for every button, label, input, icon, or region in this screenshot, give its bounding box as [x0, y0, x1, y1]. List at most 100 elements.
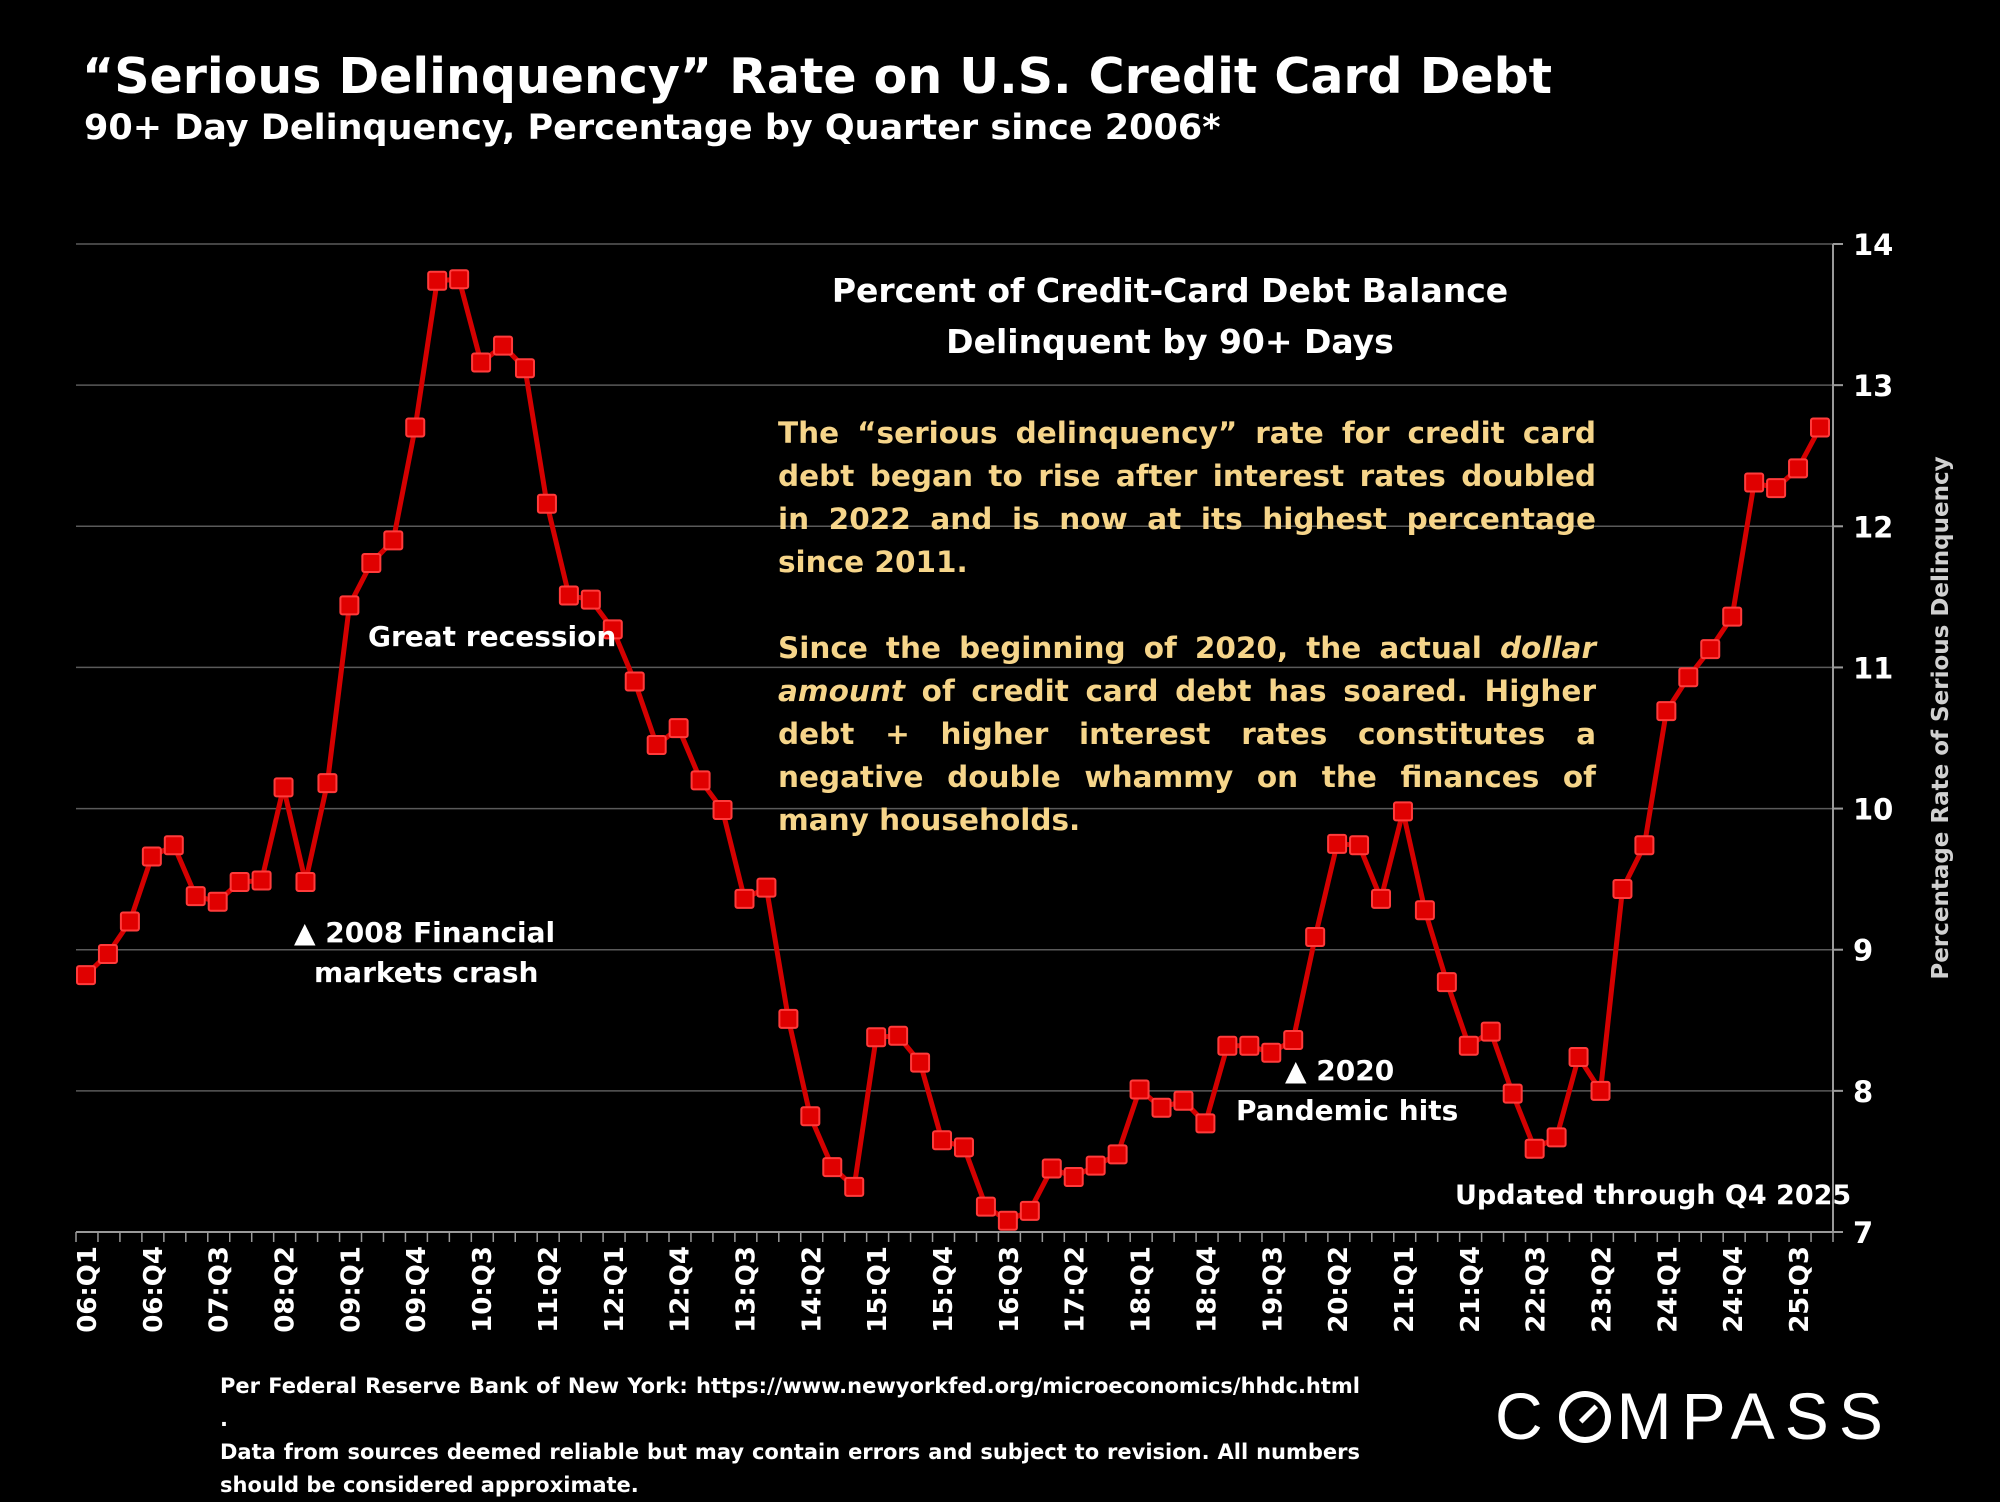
data-point-23:Q2 — [1590, 1080, 1611, 1101]
data-point-11:Q3 — [558, 585, 579, 606]
data-point-06:Q4 — [141, 846, 162, 867]
data-point-07:Q1 — [163, 835, 184, 856]
data-point-17:Q3 — [1085, 1155, 1106, 1176]
data-point-17:Q1 — [1041, 1158, 1062, 1179]
y-tick-label-11: 11 — [1853, 651, 1893, 685]
data-point-09:Q3 — [383, 530, 404, 551]
x-tick-label: 15:Q1 — [863, 1246, 893, 1333]
y-axis-label: Percentage Rate of Serious Delinquency — [1928, 456, 1954, 979]
x-tick-label: 17:Q2 — [1061, 1246, 1091, 1333]
info-box-title: Percent of Credit-Card Debt Balance Deli… — [760, 265, 1580, 367]
x-tick-label: 06:Q1 — [73, 1246, 103, 1333]
data-point-12:Q3 — [646, 735, 667, 756]
data-point-06:Q2 — [97, 943, 118, 964]
data-point-21:Q1 — [1392, 801, 1413, 822]
data-point-12:Q4 — [668, 718, 689, 739]
para2-before: Since the beginning of 2020, the actual — [778, 631, 1500, 665]
logo-text-end: MPASS — [1616, 1379, 1893, 1453]
info-box-paragraph-1: The “serious delinquency” rate for credi… — [778, 416, 1596, 579]
para2-after: of credit card debt has soared. Higher d… — [778, 674, 1596, 837]
axes: 7 8 9 10 11 12 13 14 06:Q1 06:Q4 07:Q3 08:Q2 09:Q1 09… — [73, 228, 1893, 1333]
data-point-12:Q1 — [602, 619, 623, 640]
data-point-12:Q2 — [624, 671, 645, 692]
data-point-24:Q4 — [1722, 606, 1743, 627]
annotation-pandemic-line1: ▲ 2020 — [1285, 1054, 1395, 1087]
data-point-13:Q4 — [756, 877, 777, 898]
data-point-15:Q1 — [866, 1027, 887, 1048]
data-point-09:Q4 — [405, 417, 426, 438]
data-point-23:Q1 — [1568, 1046, 1589, 1067]
info-box-title-line1: Percent of Credit-Card Debt Balance — [831, 271, 1509, 310]
source-footnote: Per Federal Reserve Bank of New York: ht… — [220, 1370, 1360, 1502]
x-tick-label: 12:Q4 — [666, 1246, 696, 1333]
data-point-20:Q1 — [1305, 927, 1326, 948]
x-tick-label: 12:Q1 — [600, 1246, 630, 1333]
data-point-23:Q3 — [1612, 879, 1633, 900]
x-tick-label: 06:Q4 — [139, 1246, 169, 1333]
data-point-07:Q4 — [229, 871, 250, 892]
x-tick-label: 11:Q2 — [534, 1246, 564, 1333]
data-point-24:Q2 — [1678, 667, 1699, 688]
data-point-19:Q1 — [1217, 1035, 1238, 1056]
compass-logo: C MPASS — [1495, 1378, 1893, 1454]
data-point-16:Q2 — [975, 1196, 996, 1217]
logo-text-start: C — [1495, 1379, 1553, 1453]
data-point-10:Q2 — [449, 269, 470, 290]
x-tick-label: 09:Q4 — [402, 1246, 432, 1333]
data-point-18:Q4 — [1195, 1113, 1216, 1134]
annotation-2008-crash-line1: ▲ 2008 Financial — [294, 916, 556, 949]
data-point-22:Q3 — [1524, 1138, 1545, 1159]
data-point-19:Q2 — [1239, 1035, 1260, 1056]
gridlines — [76, 243, 1833, 1092]
info-box-text: The “serious delinquency” rate for credi… — [778, 412, 1596, 885]
data-point-14:Q4 — [844, 1176, 865, 1197]
data-point-22:Q1 — [1480, 1021, 1501, 1042]
data-point-24:Q1 — [1656, 701, 1677, 722]
data-point-08:Q2 — [273, 777, 294, 798]
data-point-21:Q3 — [1436, 972, 1457, 993]
data-point-09:Q1 — [339, 595, 360, 616]
x-tick-label: 21:Q4 — [1456, 1246, 1486, 1333]
data-point-19:Q4 — [1283, 1030, 1304, 1051]
data-point-08:Q1 — [251, 870, 272, 891]
data-point-20:Q4 — [1371, 888, 1392, 909]
data-point-06:Q3 — [119, 911, 140, 932]
y-tick-label-13: 13 — [1853, 369, 1893, 403]
x-tick-label: 08:Q2 — [271, 1246, 301, 1333]
para2-italic: dollar amount — [778, 631, 1596, 708]
data-point-11:Q4 — [580, 589, 601, 610]
data-series — [76, 269, 1830, 1231]
info-box-title-line2: Delinquent by 90+ Days — [946, 322, 1394, 361]
y-tick-label-10: 10 — [1853, 793, 1893, 827]
x-tick-label: 25:Q3 — [1785, 1246, 1815, 1333]
x-tick-label: 13:Q3 — [731, 1246, 761, 1333]
x-tick-label: 14:Q2 — [797, 1246, 827, 1333]
data-point-07:Q3 — [207, 891, 228, 912]
data-point-11:Q2 — [536, 493, 557, 514]
x-tick-label: 16:Q3 — [995, 1246, 1025, 1333]
page-title: “Serious Delinquency” Rate on U.S. Credi… — [82, 48, 1553, 105]
data-point-15:Q3 — [910, 1052, 931, 1073]
data-point-13:Q1 — [690, 770, 711, 791]
y-tick-label-7: 7 — [1853, 1216, 1873, 1250]
data-point-13:Q2 — [712, 799, 733, 820]
x-tick-label: 21:Q1 — [1390, 1246, 1420, 1333]
data-point-18:Q3 — [1173, 1090, 1194, 1111]
data-point-23:Q4 — [1634, 835, 1655, 856]
data-point-11:Q1 — [514, 358, 535, 379]
y-tick-label-12: 12 — [1853, 510, 1893, 544]
x-tick-label: 15:Q4 — [929, 1246, 959, 1333]
data-point-08:Q3 — [295, 871, 316, 892]
data-point-09:Q2 — [361, 552, 382, 573]
data-point-19:Q3 — [1261, 1042, 1282, 1063]
data-point-18:Q2 — [1151, 1097, 1172, 1118]
annotation-2008-crash-line2: markets crash — [314, 956, 539, 989]
info-box-paragraph-2: Since the beginning of 2020, the actual … — [778, 627, 1596, 842]
y-tick-label-14: 14 — [1853, 228, 1893, 262]
data-point-25:Q2 — [1766, 478, 1787, 499]
data-point-16:Q1 — [953, 1137, 974, 1158]
data-point-14:Q1 — [778, 1008, 799, 1029]
x-tick-label: 10:Q3 — [468, 1246, 498, 1333]
updated-note: Updated through Q4 2025 — [1455, 1180, 1852, 1211]
